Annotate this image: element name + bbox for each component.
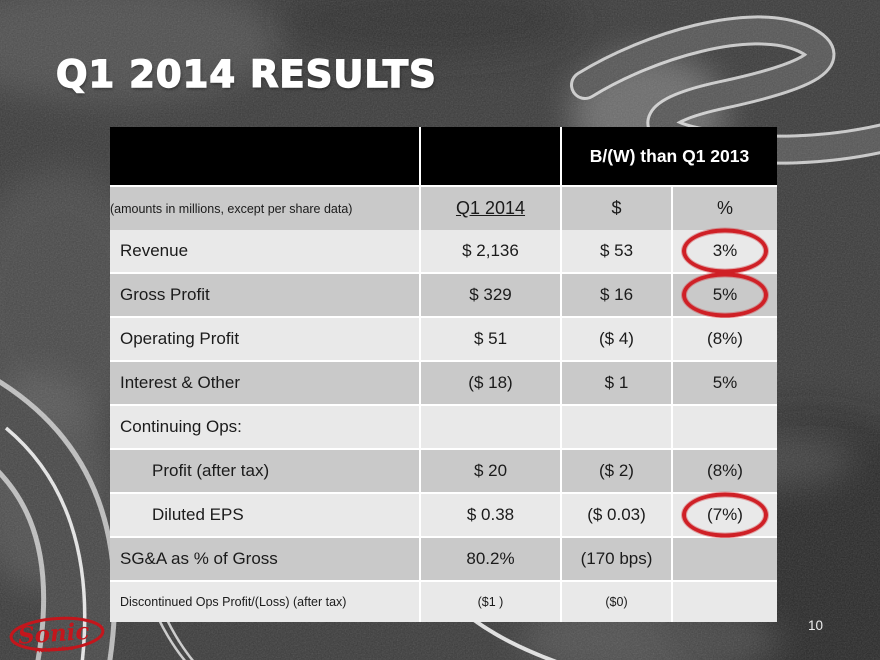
table-body: Revenue $ 2,136 $ 53 3% Gross Profit $ 329 $ 1… [110, 228, 778, 622]
value-dollar-change: (170 bps) [561, 537, 673, 582]
row-label: Continuing Ops: [110, 405, 421, 450]
table-row: SG&A as % of Gross 80.2% (170 bps) [110, 537, 778, 582]
table-subheader-row: (amounts in millions, except per share d… [110, 186, 778, 230]
row-label: Profit (after tax) [110, 449, 421, 494]
value-dollar-change: $ 53 [561, 230, 673, 274]
subheader-q1-2014: Q1 2014 [420, 186, 562, 230]
table-row: Gross Profit $ 329 $ 16 5% [110, 272, 778, 318]
value-q1-2014: 80.2% [420, 537, 562, 582]
table-row: Continuing Ops: [110, 405, 778, 450]
row-label: Diluted EPS [110, 493, 421, 538]
row-label: Discontinued Ops Profit/(Loss) (after ta… [110, 581, 421, 622]
value-q1-2014: $ 2,136 [420, 230, 562, 274]
table-row: Profit (after tax) $ 20 ($ 2) (8%) [110, 449, 778, 494]
value-dollar-change: $ 16 [561, 273, 673, 318]
logo-sub-text: Automotive [35, 645, 74, 655]
row-label: Revenue [110, 230, 421, 274]
sonic-automotive-logo: Sonic Automotive [9, 616, 105, 655]
value-q1-2014 [420, 405, 562, 450]
row-label: SG&A as % of Gross [110, 537, 421, 582]
subheader-units-note: (amounts in millions, except per share d… [110, 186, 421, 230]
red-circle-annotation [682, 272, 768, 318]
value-q1-2014: $ 20 [420, 449, 562, 494]
red-circle-annotation [682, 492, 768, 538]
value-dollar-change: ($ 4) [561, 317, 673, 362]
value-q1-2014: ($ 18) [420, 361, 562, 406]
table-row: Revenue $ 2,136 $ 53 3% [110, 228, 778, 274]
value-dollar-change: ($0) [561, 581, 673, 622]
value-percent-change [672, 581, 778, 622]
red-circle-annotation [682, 228, 768, 274]
value-percent-change: (7%) [672, 492, 778, 538]
table-header-row: B/(W) than Q1 2013 [110, 127, 778, 187]
subheader-dollar: $ [561, 186, 673, 230]
value-dollar-change [561, 405, 673, 450]
value-percent-change [672, 537, 778, 582]
value-q1-2014: ($1 ) [420, 581, 562, 622]
results-table: B/(W) than Q1 2013 (amounts in millions,… [110, 127, 778, 622]
value-percent-change: (8%) [672, 449, 778, 494]
value-dollar-change: ($ 0.03) [561, 493, 673, 538]
value-percent-change: 3% [672, 228, 778, 274]
value-q1-2014: $ 51 [420, 317, 562, 362]
row-label: Gross Profit [110, 273, 421, 318]
table-row: Discontinued Ops Profit/(Loss) (after ta… [110, 581, 778, 622]
table-row: Diluted EPS $ 0.38 ($ 0.03) (7%) [110, 492, 778, 538]
row-label: Interest & Other [110, 361, 421, 406]
subheader-percent: % [672, 186, 778, 230]
header-bw-than-q1-2013: B/(W) than Q1 2013 [561, 127, 778, 187]
table-row: Operating Profit $ 51 ($ 4) (8%) [110, 317, 778, 362]
page-number: 10 [808, 618, 824, 633]
value-percent-change: (8%) [672, 317, 778, 362]
header-blank-q1-cell [420, 127, 562, 187]
slide-title: Q1 2014 RESULTS [55, 53, 437, 96]
row-label: Operating Profit [110, 317, 421, 362]
value-q1-2014: $ 329 [420, 273, 562, 318]
value-percent-change: 5% [672, 361, 778, 406]
table-row: Interest & Other ($ 18) $ 1 5% [110, 361, 778, 406]
value-percent-change: 5% [672, 272, 778, 318]
logo-brand-text: Sonic [17, 618, 90, 650]
value-dollar-change: ($ 2) [561, 449, 673, 494]
value-q1-2014: $ 0.38 [420, 493, 562, 538]
value-percent-change [672, 405, 778, 450]
header-blank-label-cell [110, 127, 421, 187]
value-dollar-change: $ 1 [561, 361, 673, 406]
